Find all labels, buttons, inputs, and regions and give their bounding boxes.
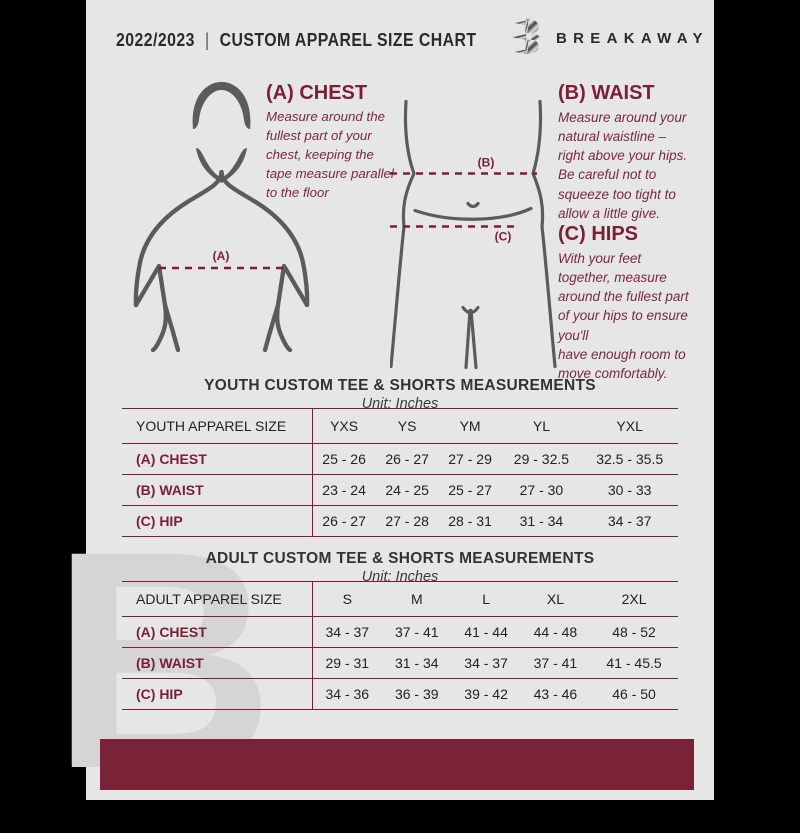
svg-text:(C): (C): [495, 230, 512, 244]
svg-text:(B): (B): [478, 156, 495, 170]
svg-text:(A): (A): [213, 249, 230, 263]
